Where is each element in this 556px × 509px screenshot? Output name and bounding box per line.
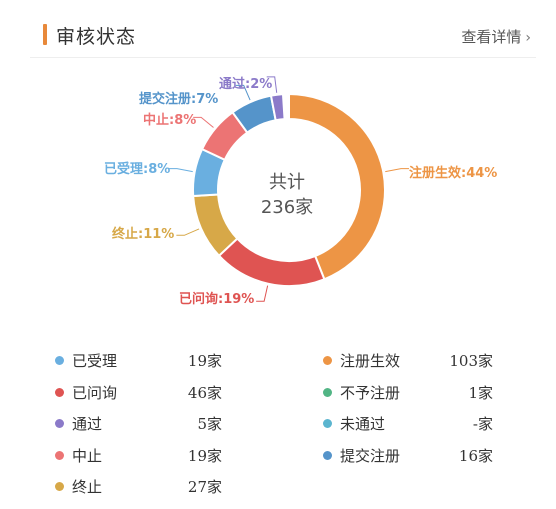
legend-dot-icon	[55, 387, 64, 397]
legend-dot-icon	[55, 482, 64, 491]
legend-item-left-1[interactable]: 已受理 19家	[55, 350, 222, 370]
legend-dot-icon	[55, 356, 64, 365]
legend-label: 不予注册	[340, 383, 401, 402]
view-details-label: 查看详情	[461, 28, 522, 46]
data-label-5: 中止:8%	[143, 112, 196, 128]
data-label-7: 通过:2%	[219, 76, 272, 92]
legend-dot-icon	[323, 450, 332, 460]
data-label-4: 已受理:8%	[104, 161, 170, 177]
legend-dot-icon	[55, 419, 64, 428]
legend-item-left-3[interactable]: 通过 5家	[55, 413, 222, 433]
card-header: 审核状态 查看详情 ›	[0, 0, 556, 66]
legend-item-left-5[interactable]: 终止 27家	[55, 476, 222, 496]
legend-label: 已受理	[72, 352, 118, 370]
center-total-label: 共计	[269, 172, 305, 193]
card-title: 审核状态	[56, 26, 137, 48]
legend-item-right-3[interactable]: 未通过 -家	[323, 413, 493, 433]
leader-line-4	[169, 168, 193, 173]
legend-label: 已问询	[72, 383, 118, 402]
data-label-3: 终止:11%	[112, 226, 174, 242]
title-accent-bar	[43, 24, 47, 45]
legend-label: 通过	[72, 415, 103, 433]
legend-label: 注册生效	[340, 352, 401, 370]
data-label-1: 注册生效:44%	[409, 165, 497, 181]
legend-label: 提交注册	[340, 446, 401, 465]
slice-2[interactable]	[217, 237, 326, 287]
legend-label: 中止	[72, 446, 103, 465]
chevron-right-icon: ›	[525, 30, 531, 46]
legend-item-right-2[interactable]: 不予注册 1家	[323, 382, 493, 402]
legend-label: 未通过	[340, 415, 386, 433]
leader-line-7	[266, 76, 278, 93]
leader-line-5	[193, 116, 214, 128]
donut-chart: 注册生效:44% 已问询:19% 终止:11% 已受理:8% 中止:8% 提交注册:7%通…	[104, 76, 497, 307]
legend-count: 5家	[197, 415, 222, 433]
legend-dot-icon	[323, 419, 332, 428]
legend-count: 16家	[458, 446, 493, 465]
leader-line-2	[256, 285, 269, 302]
legend-item-right-4[interactable]: 提交注册 16家	[323, 445, 493, 465]
legend-count: 19家	[187, 446, 222, 465]
legend-count: 103家	[449, 352, 493, 370]
legend-dot-icon	[323, 387, 332, 397]
legend-count: -家	[472, 415, 493, 433]
legend-count: 27家	[187, 478, 222, 496]
data-label-6: 提交注册:7%	[139, 91, 218, 107]
legend-count: 1家	[468, 383, 493, 402]
leader-line-1	[385, 168, 409, 173]
legend-dot-icon	[55, 450, 64, 460]
view-details-link[interactable]: 查看详情 ›	[461, 26, 531, 47]
slice-1[interactable]	[288, 92, 386, 281]
center-total-value: 236家	[261, 197, 313, 218]
legend-item-left-4[interactable]: 中止 19家	[55, 445, 222, 465]
leader-line-3	[176, 228, 200, 236]
legend-dot-icon	[323, 356, 332, 365]
legend-item-right-1[interactable]: 注册生效 103家	[323, 350, 493, 370]
legend-count: 46家	[187, 383, 222, 402]
data-label-2: 已问询:19%	[179, 291, 254, 307]
header-divider	[30, 57, 536, 58]
leader-line-6	[235, 84, 251, 101]
legend-label: 终止	[72, 478, 103, 496]
slice-7[interactable]	[269, 93, 286, 122]
legend-count: 19家	[187, 352, 222, 370]
legend-item-left-2[interactable]: 已问询 46家	[55, 382, 222, 402]
